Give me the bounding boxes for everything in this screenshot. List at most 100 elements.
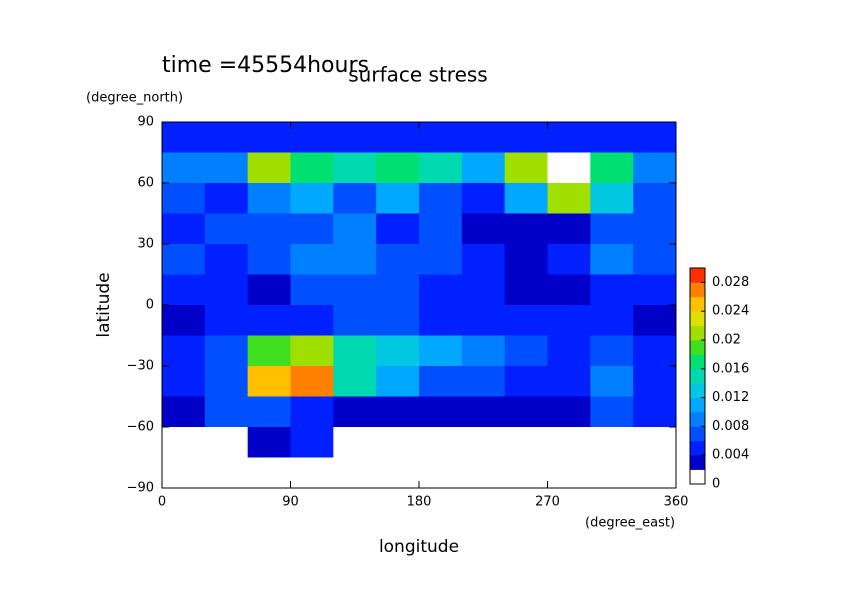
- y-axis-label: latitude: [94, 272, 114, 337]
- cell: [419, 305, 463, 336]
- cell: [504, 274, 548, 306]
- cell: [461, 396, 506, 428]
- cell: [419, 122, 463, 153]
- cell: [633, 305, 677, 336]
- y-tick-label: −90: [127, 481, 154, 496]
- cell: [504, 244, 548, 275]
- cell: [290, 366, 334, 397]
- cell: [204, 366, 249, 397]
- cell: [461, 152, 506, 184]
- colorbar-band: [690, 455, 705, 470]
- cell: [376, 244, 420, 275]
- colorbar-band: [690, 354, 705, 370]
- cell: [204, 213, 249, 245]
- cell: [204, 122, 249, 153]
- cell: [633, 183, 677, 214]
- cell: [633, 396, 677, 428]
- y-tick-label: 0: [146, 298, 154, 313]
- cell: [461, 122, 506, 153]
- cell: [633, 274, 677, 306]
- cell: [290, 335, 334, 367]
- cell: [162, 335, 206, 367]
- cell: [376, 366, 420, 397]
- colorbar-tick-label: 0.024: [712, 304, 749, 319]
- cell: [204, 305, 249, 336]
- y-tick-label: 90: [137, 115, 154, 130]
- cell: [547, 183, 591, 214]
- cell: [504, 457, 548, 489]
- cell: [419, 213, 463, 245]
- cell: [419, 152, 463, 184]
- cell: [290, 213, 334, 245]
- colorbar-band: [690, 325, 705, 341]
- cell: [204, 183, 249, 214]
- chart-title: surface stress: [348, 63, 487, 87]
- cell: [547, 122, 591, 153]
- colorbar-band: [690, 268, 705, 283]
- colorbar-band: [690, 368, 705, 384]
- cell: [461, 305, 506, 336]
- cell: [376, 213, 420, 245]
- cell: [461, 213, 506, 245]
- y-tick-label: 30: [137, 237, 154, 252]
- cell: [504, 305, 548, 336]
- cell: [162, 457, 206, 489]
- colorbar-tick-label: 0: [712, 477, 720, 492]
- cell: [504, 213, 548, 245]
- cell: [247, 457, 291, 489]
- x-tick-label: 0: [158, 495, 166, 510]
- cell: [247, 213, 291, 245]
- cell: [590, 457, 634, 489]
- cell: [633, 122, 677, 153]
- cell: [419, 244, 463, 275]
- cell: [290, 152, 334, 184]
- cell: [461, 366, 506, 397]
- cell: [547, 305, 591, 336]
- colorbar-tick-label: 0.012: [712, 390, 749, 405]
- cell: [162, 244, 206, 275]
- cell: [247, 122, 291, 153]
- cell: [633, 335, 677, 367]
- cell: [376, 183, 420, 214]
- cell: [504, 122, 548, 153]
- cell: [590, 152, 634, 184]
- cell: [633, 457, 677, 489]
- cell: [590, 396, 634, 428]
- cell: [204, 427, 249, 458]
- colorbar-frame: [689, 267, 706, 485]
- cell: [590, 244, 634, 275]
- cell: [419, 457, 463, 489]
- cell: [290, 122, 334, 153]
- cell: [162, 366, 206, 397]
- cell: [504, 335, 548, 367]
- cell: [504, 152, 548, 184]
- x-tick-label: 270: [535, 495, 560, 510]
- cell: [204, 396, 249, 428]
- cell: [590, 122, 634, 153]
- cell: [247, 244, 291, 275]
- colorbar-band: [690, 397, 705, 413]
- colorbar-tick-label: 0.028: [712, 275, 749, 290]
- cell: [547, 274, 591, 306]
- cell: [333, 396, 377, 428]
- cell: [633, 152, 677, 184]
- cell: [547, 427, 591, 458]
- cell: [204, 457, 249, 489]
- cell: [162, 274, 206, 306]
- cell: [162, 427, 206, 458]
- cell: [419, 274, 463, 306]
- colorbar-band: [690, 440, 705, 456]
- cell: [461, 244, 506, 275]
- cell: [633, 213, 677, 245]
- cell: [376, 427, 420, 458]
- colorbar-tick-label: 0.016: [712, 361, 749, 376]
- cell: [461, 183, 506, 214]
- colorbar-band: [690, 383, 705, 398]
- cell: [376, 122, 420, 153]
- cell: [162, 183, 206, 214]
- cell: [333, 335, 377, 367]
- cell: [204, 274, 249, 306]
- cell: [376, 335, 420, 367]
- colorbar-tick-label: 0.004: [712, 448, 749, 463]
